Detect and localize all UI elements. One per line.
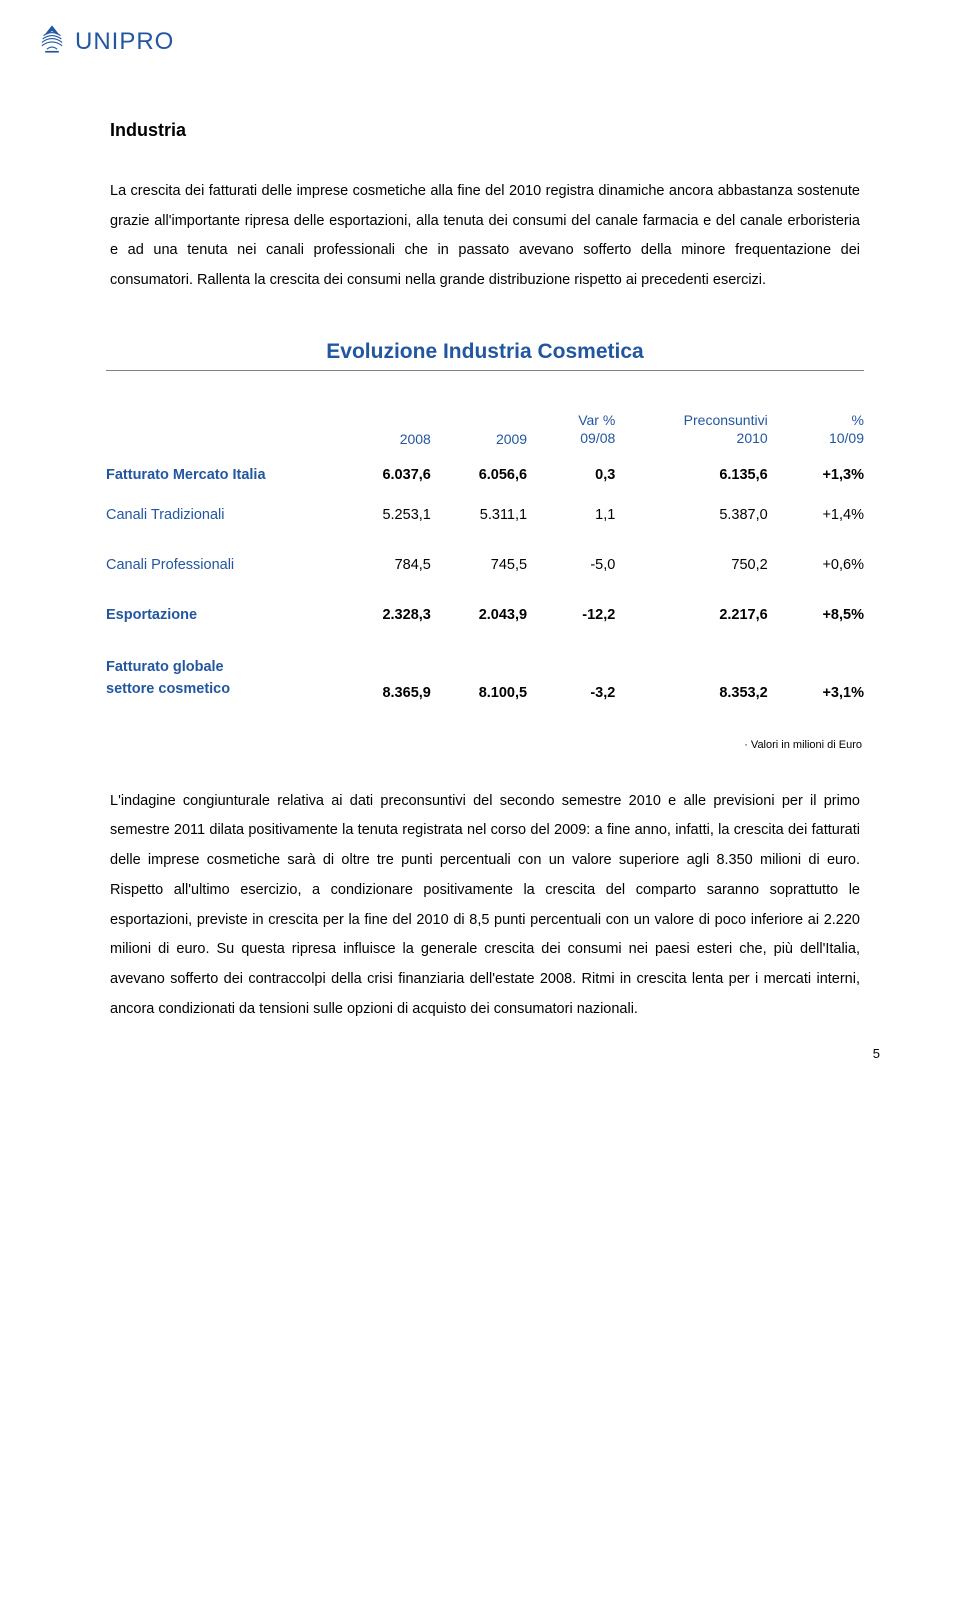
th-pre-bot: 2010	[737, 430, 768, 446]
cell-v2008: 2.328,3	[341, 595, 437, 635]
th-label	[100, 411, 341, 455]
evolution-table: 2008 2009 Var % 09/08 Preconsuntivi 2010…	[100, 411, 870, 723]
th-2008: 2008	[341, 411, 437, 455]
cell-v2009: 6.056,6	[437, 455, 533, 495]
cell-v2009: 5.311,1	[437, 495, 533, 535]
cell-pre: 750,2	[621, 535, 773, 595]
table-row: Fatturato globalesettore cosmetico8.365,…	[100, 635, 870, 723]
row-label: Canali Professionali	[100, 535, 341, 595]
cell-pct: +3,1%	[774, 635, 870, 723]
table-row: Canali Professionali784,5745,5-5,0750,2+…	[100, 535, 870, 595]
th-2009: 2009	[437, 411, 533, 455]
cell-v2008: 8.365,9	[341, 635, 437, 723]
table-row: Canali Tradizionali5.253,15.311,11,15.38…	[100, 495, 870, 535]
cell-pre: 2.217,6	[621, 595, 773, 635]
cell-var: 0,3	[533, 455, 621, 495]
cell-pre: 6.135,6	[621, 455, 773, 495]
eagle-icon	[35, 22, 69, 61]
th-var-bot: 09/08	[580, 430, 615, 446]
row-label: Fatturato globalesettore cosmetico	[100, 635, 341, 723]
th-preconsuntivi: Preconsuntivi 2010	[621, 411, 773, 455]
section-title: Industria	[110, 120, 860, 141]
cell-v2008: 6.037,6	[341, 455, 437, 495]
cell-v2008: 784,5	[341, 535, 437, 595]
table-footnote: · Valori in milioni di Euro	[100, 739, 862, 751]
table-row: Esportazione2.328,32.043,9-12,22.217,6+8…	[100, 595, 870, 635]
page-number: 5	[873, 1046, 880, 1061]
cell-pct: +1,4%	[774, 495, 870, 535]
paragraph-2: L'indagine congiunturale relativa ai dat…	[110, 787, 860, 1025]
th-var-top: Var %	[578, 412, 615, 428]
cell-v2009: 8.100,5	[437, 635, 533, 723]
table-header-row: 2008 2009 Var % 09/08 Preconsuntivi 2010…	[100, 411, 870, 455]
cell-pct: +0,6%	[774, 535, 870, 595]
page-content: Industria La crescita dei fatturati dell…	[0, 0, 960, 1085]
paragraph-1: La crescita dei fatturati delle imprese …	[110, 177, 860, 296]
cell-var: -12,2	[533, 595, 621, 635]
cell-pct: +8,5%	[774, 595, 870, 635]
th-pre-top: Preconsuntivi	[684, 412, 768, 428]
cell-pct: +1,3%	[774, 455, 870, 495]
th-pct-top: %	[852, 412, 864, 428]
cell-v2009: 2.043,9	[437, 595, 533, 635]
logo-text: UNIPRO	[75, 28, 174, 56]
row-label: Fatturato Mercato Italia	[100, 455, 341, 495]
cell-v2009: 745,5	[437, 535, 533, 595]
row-label: Esportazione	[100, 595, 341, 635]
cell-var: -3,2	[533, 635, 621, 723]
th-pct-bot: 10/09	[829, 430, 864, 446]
table-body: Fatturato Mercato Italia6.037,66.056,60,…	[100, 455, 870, 723]
row-label: Canali Tradizionali	[100, 495, 341, 535]
data-table-section: Evoluzione Industria Cosmetica 2008 2009…	[100, 340, 870, 751]
cell-v2008: 5.253,1	[341, 495, 437, 535]
cell-pre: 5.387,0	[621, 495, 773, 535]
th-var: Var % 09/08	[533, 411, 621, 455]
title-underline	[106, 370, 864, 371]
table-title: Evoluzione Industria Cosmetica	[100, 340, 870, 364]
th-pct: % 10/09	[774, 411, 870, 455]
table-row: Fatturato Mercato Italia6.037,66.056,60,…	[100, 455, 870, 495]
cell-var: -5,0	[533, 535, 621, 595]
brand-logo: UNIPRO	[35, 22, 174, 61]
cell-pre: 8.353,2	[621, 635, 773, 723]
cell-var: 1,1	[533, 495, 621, 535]
